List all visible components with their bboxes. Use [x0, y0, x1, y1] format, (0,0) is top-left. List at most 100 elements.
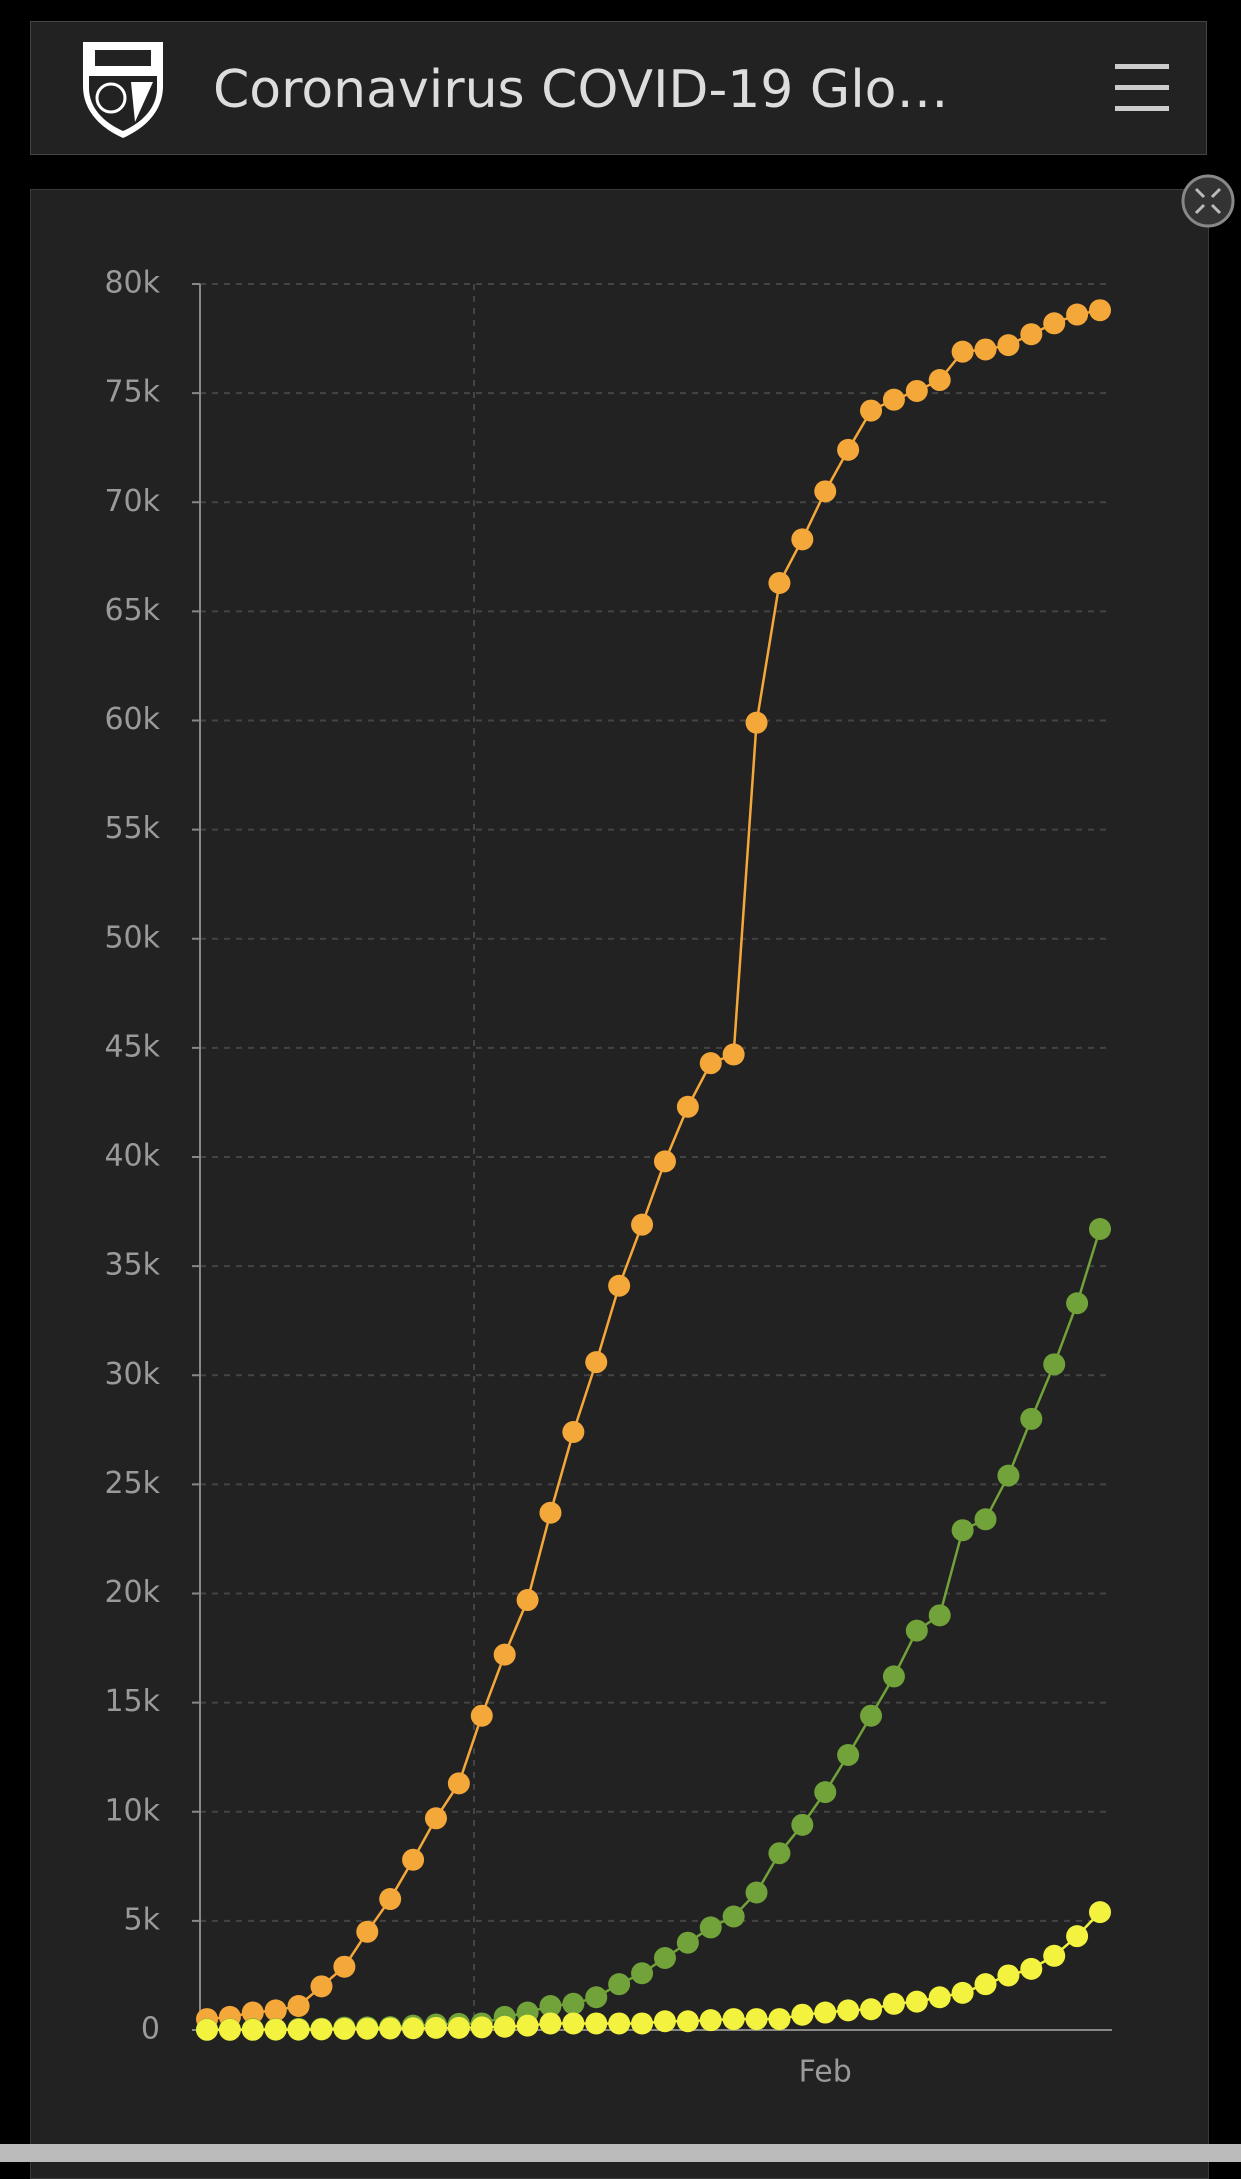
y-tick-label: 65k [104, 593, 160, 628]
data-point [1043, 1353, 1066, 1376]
data-point [631, 1213, 654, 1236]
data-point [287, 2018, 310, 2041]
chart-panel [30, 189, 1209, 2179]
y-tick-label: 70k [104, 484, 160, 519]
data-point [1089, 1218, 1111, 1241]
data-point [745, 2008, 768, 2031]
data-point [470, 1704, 493, 1727]
data-point [928, 1604, 951, 1627]
data-point [424, 1807, 447, 1830]
data-point [722, 1043, 745, 1066]
series-line [207, 1228, 1102, 2031]
data-point [516, 2014, 539, 2037]
app-title: Coronavirus COVID-19 Glo… [213, 60, 949, 120]
data-point [196, 2018, 218, 2041]
data-point [562, 1420, 585, 1443]
data-point [264, 2018, 287, 2041]
y-tick-label: 35k [104, 1248, 160, 1283]
data-point [699, 1916, 722, 1939]
data-point [791, 2003, 814, 2026]
data-point [997, 1964, 1020, 1987]
data-point [562, 1992, 585, 2015]
data-point [287, 1994, 310, 2017]
data-point [218, 2018, 241, 2041]
data-point [653, 1946, 676, 1969]
data-point [745, 711, 768, 734]
data-point [585, 2012, 608, 2035]
data-point [539, 1994, 562, 2017]
data-point [402, 1848, 425, 1871]
data-point [837, 1744, 860, 1767]
data-point [928, 1986, 951, 2009]
data-point [1089, 299, 1111, 322]
data-point [447, 2016, 470, 2039]
data-point [951, 1519, 974, 1542]
data-point [768, 1842, 791, 1865]
data-point [699, 2009, 722, 2032]
data-point [1066, 1925, 1089, 1948]
y-tick-label: 10k [104, 1793, 160, 1828]
data-point [631, 1962, 654, 1985]
data-point [447, 1772, 470, 1795]
data-point [585, 1351, 608, 1374]
data-point [951, 340, 974, 363]
data-point [379, 2017, 402, 2040]
y-tick-label: 0 [141, 2012, 160, 2047]
y-tick-label: 25k [104, 1466, 160, 1501]
data-point [1066, 303, 1089, 326]
data-point [356, 1920, 379, 1943]
y-tick-label: 50k [104, 920, 160, 955]
data-point [882, 1992, 905, 2015]
collapse-button[interactable] [1181, 174, 1235, 228]
data-point [699, 1052, 722, 1075]
y-tick-label: 30k [104, 1357, 160, 1392]
data-point [905, 1990, 928, 2013]
data-point [676, 1931, 699, 1954]
data-point [631, 2012, 654, 2035]
data-point [608, 2012, 631, 2035]
data-point [539, 1501, 562, 1524]
y-tick-label: 40k [104, 1139, 160, 1174]
data-point [997, 334, 1020, 357]
y-tick-label: 80k [104, 266, 160, 301]
series-line [206, 308, 1101, 2021]
data-point [1043, 1944, 1066, 1967]
data-point [768, 2008, 791, 2031]
data-point [882, 388, 905, 411]
header: Coronavirus COVID-19 Glo… [30, 21, 1207, 155]
data-point [310, 2018, 333, 2041]
data-point [653, 1150, 676, 1173]
logo[interactable] [75, 36, 171, 140]
data-point [745, 1881, 768, 1904]
data-point [653, 2010, 676, 2033]
y-tick-label: 55k [104, 811, 160, 846]
data-point [585, 1986, 608, 2009]
data-point [333, 1955, 356, 1978]
data-point [905, 379, 928, 402]
data-point [241, 2018, 264, 2041]
data-point [1089, 1901, 1111, 1924]
menu-button[interactable] [1113, 60, 1171, 116]
data-point [539, 2012, 562, 2035]
data-point [516, 1589, 539, 1612]
data-point [997, 1464, 1020, 1487]
data-point [814, 1781, 837, 1804]
data-point [974, 1508, 997, 1531]
data-point [608, 1274, 631, 1297]
y-tick-label: 60k [104, 702, 160, 737]
data-point [722, 2008, 745, 2031]
data-point [882, 1665, 905, 1688]
data-point [562, 2012, 585, 2035]
y-tick-label: 75k [104, 375, 160, 410]
data-point [1020, 1407, 1043, 1430]
data-point [860, 1998, 883, 2021]
data-point [951, 1981, 974, 2004]
data-point [676, 2010, 699, 2033]
data-point [608, 1973, 631, 1996]
data-point [493, 1643, 516, 1666]
data-point [402, 2017, 425, 2040]
data-point [1020, 323, 1043, 346]
data-point [470, 2016, 493, 2039]
